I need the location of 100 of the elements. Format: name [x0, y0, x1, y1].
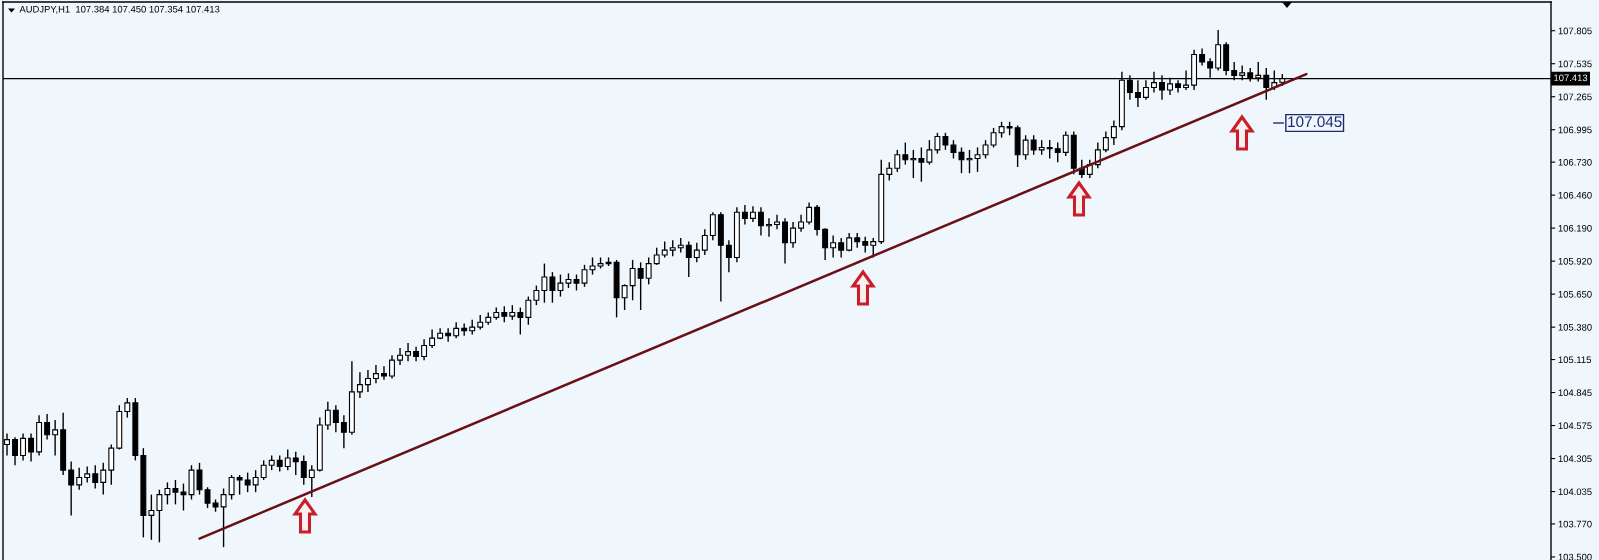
y-tick-label: 105.920: [1558, 257, 1592, 265]
candlestick: [28, 432, 35, 463]
candlestick: [838, 237, 845, 259]
candlestick: [822, 227, 829, 261]
candlestick: [894, 149, 901, 173]
candlestick: [774, 213, 780, 231]
candlestick: [156, 489, 163, 543]
candlestick: [364, 369, 371, 393]
y-tick-label: 104.305: [1558, 455, 1592, 463]
y-tick-label: 104.845: [1558, 389, 1592, 397]
candlestick: [108, 443, 115, 486]
candlestick: [340, 414, 347, 449]
candlestick: [332, 404, 339, 433]
candlestick: [685, 240, 692, 278]
candlestick: [1110, 119, 1117, 146]
candlestick: [886, 161, 893, 182]
candlestick: [228, 474, 235, 501]
candlestick: [381, 365, 387, 381]
candlestick: [236, 474, 243, 496]
candlestick: [220, 487, 227, 548]
ref-line-label: 107.413: [1554, 74, 1588, 82]
candlestick: [356, 371, 363, 399]
candlestick: [830, 234, 837, 259]
candlestick: [252, 469, 259, 493]
candlestick: [645, 256, 652, 286]
candlestick: [308, 464, 315, 498]
candlestick: [324, 401, 331, 431]
candlestick: [782, 217, 788, 265]
candlestick: [461, 322, 468, 337]
candlestick: [44, 413, 51, 441]
candlestick: [389, 354, 395, 380]
y-tick-label: 107.265: [1558, 93, 1592, 101]
candlestick: [709, 211, 716, 242]
candlestick: [445, 327, 452, 343]
candlestick: [701, 228, 708, 256]
candlestick: [300, 454, 307, 486]
candlestick: [910, 149, 917, 179]
candlestick: [148, 493, 155, 541]
candlestick: [557, 273, 564, 298]
y-tick-label: 104.035: [1558, 488, 1592, 496]
y-tick-label: 103.770: [1558, 520, 1592, 528]
y-tick-label: 105.650: [1558, 290, 1592, 298]
y-tick-label: 106.995: [1558, 126, 1592, 134]
candlestick: [429, 328, 436, 349]
y-tick-label: 107.805: [1558, 27, 1592, 35]
candlestick: [902, 141, 909, 166]
candlestick: [517, 306, 524, 336]
y-tick-label: 105.380: [1558, 323, 1592, 331]
candlestick: [405, 342, 412, 363]
candlestick: [100, 462, 107, 496]
candlestick: [1215, 29, 1222, 72]
candlestick: [541, 262, 548, 304]
candlestick: [1030, 134, 1037, 156]
candlestick: [990, 127, 997, 149]
candlestick: [52, 419, 59, 457]
candlestick: [1022, 134, 1029, 161]
candlestick: [1102, 130, 1109, 154]
candlestick: [766, 217, 772, 238]
y-tick-label: 104.575: [1558, 422, 1592, 430]
candlestick: [12, 436, 18, 466]
candlestick: [741, 204, 748, 226]
candlestick: [68, 460, 75, 517]
candlestick: [124, 397, 131, 419]
candlestick: [164, 481, 171, 506]
candlestick: [284, 448, 291, 471]
annotation: 107.045: [1288, 116, 1342, 128]
candlestick: [292, 451, 299, 476]
y-tick-label: 106.190: [1558, 224, 1592, 232]
candlestick: [373, 364, 379, 385]
candlestick: [637, 261, 644, 311]
candlestick: [725, 239, 732, 273]
candlestick: [1062, 130, 1069, 157]
candlestick: [926, 139, 933, 166]
candlestick: [76, 467, 83, 491]
candlestick: [693, 242, 700, 264]
candlestick: [397, 347, 403, 366]
candlestick: [934, 132, 941, 155]
candlestick: [20, 432, 27, 462]
candlestick: [92, 464, 99, 490]
candlestick: [533, 284, 540, 306]
y-tick-label: 107.535: [1558, 60, 1592, 68]
candlestick: [1046, 139, 1053, 160]
candlestick: [260, 459, 267, 481]
y-tick-label: 103.500: [1558, 553, 1592, 560]
candlestick: [525, 295, 532, 326]
y-tick-label: 106.460: [1558, 191, 1592, 199]
chart-title: AUDJPY,H1 107.384 107.450 107.354 107.413: [19, 5, 220, 14]
candlestick: [790, 221, 797, 249]
candlestick: [244, 471, 251, 493]
candlestick: [629, 259, 636, 301]
candlestick: [757, 206, 764, 237]
y-tick-label: 106.730: [1558, 158, 1592, 166]
candlestick: [421, 338, 428, 361]
candlestick: [549, 271, 556, 304]
candlestick: [621, 283, 628, 311]
candlestick: [814, 204, 821, 237]
y-tick-label: 105.115: [1558, 356, 1591, 364]
candlestick: [806, 201, 813, 226]
candlestick: [918, 146, 925, 183]
candlestick: [1054, 141, 1061, 163]
